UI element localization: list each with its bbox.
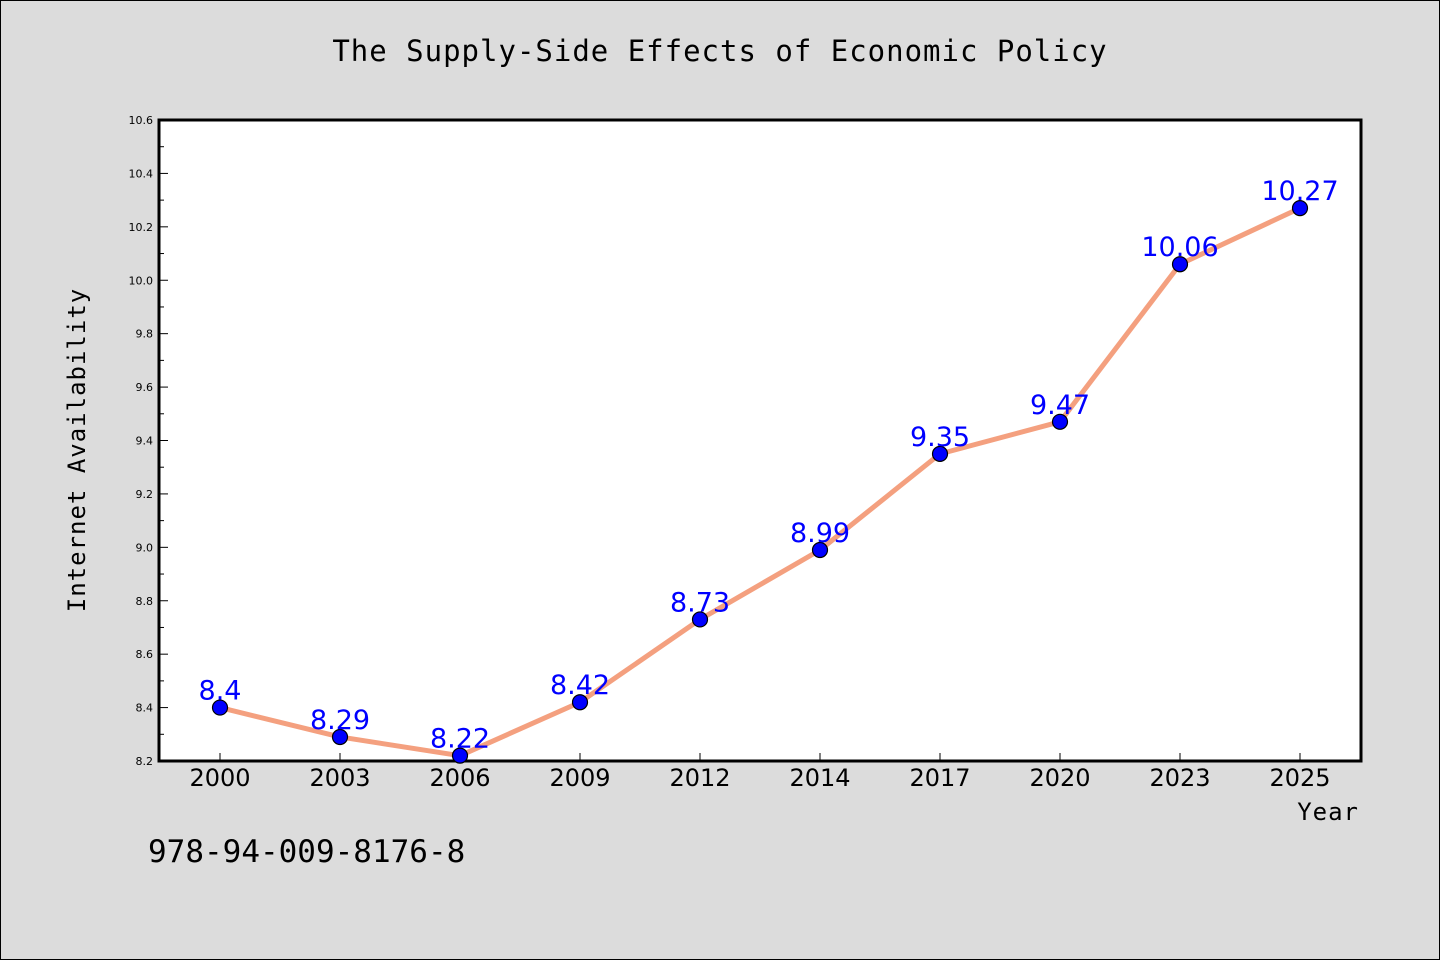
data-point [451, 747, 469, 764]
data-label: 8.73 [670, 587, 730, 618]
y-tick-label: 8.2 [136, 755, 154, 768]
y-tick-label: 10.4 [129, 167, 154, 180]
x-tick-label: 2014 [789, 764, 850, 792]
y-axis-label: Internet Availability [63, 288, 91, 612]
y-tick-label: 8.8 [136, 595, 154, 608]
data-label: 8.99 [790, 518, 850, 549]
data-point [1291, 200, 1309, 217]
data-point [691, 611, 709, 628]
x-tick-label: 2009 [549, 764, 610, 792]
data-label: 9.47 [1030, 390, 1090, 421]
x-tick-label: 2023 [1149, 764, 1210, 792]
data-label: 10.06 [1141, 232, 1218, 263]
data-label: 8.29 [310, 705, 370, 736]
data-label: 8.22 [430, 724, 490, 755]
x-tick-label: 2020 [1029, 764, 1090, 792]
y-tick-label: 10.2 [129, 221, 154, 234]
series-group [211, 200, 1309, 764]
data-point [1051, 413, 1069, 430]
y-tick-label: 9.6 [136, 381, 154, 394]
data-label: 8.42 [550, 670, 610, 701]
data-point [571, 694, 589, 711]
data-point [211, 699, 229, 716]
chart-title: The Supply-Side Effects of Economic Poli… [332, 34, 1108, 68]
x-tick-label: 2000 [189, 764, 250, 792]
series-line [217, 205, 1303, 759]
y-tick-label: 8.4 [136, 702, 154, 715]
y-tick-label: 9.0 [136, 541, 154, 554]
x-tick-label: 2003 [309, 764, 370, 792]
plot-area [157, 118, 1363, 763]
data-point [1171, 256, 1189, 273]
data-labels-group: 8.4 8.29 8.22 8.42 8.73 8.99 9.35 9.47 10.06 10.2… [199, 176, 1339, 755]
y-tick-label: 10.0 [129, 274, 154, 287]
y-tick-label: 9.8 [136, 328, 154, 341]
data-label: 9.35 [910, 422, 970, 453]
y-tick-label: 9.2 [136, 488, 154, 501]
data-label: 8.4 [199, 676, 242, 707]
x-axis-ticks: 2000 2003 2006 2009 2012 2014 2017 2020 2023 2025 [189, 753, 1331, 792]
x-tick-label: 2006 [429, 764, 490, 792]
y-tick-label: 9.4 [136, 435, 154, 448]
x-axis-label: Year [1297, 798, 1359, 826]
data-point [811, 541, 829, 559]
x-tick-label: 2012 [669, 764, 730, 792]
x-tick-label: 2025 [1269, 764, 1330, 792]
x-tick-label: 2017 [909, 764, 970, 792]
y-axis-ticks: 8.2 8.4 8.6 8.8 9.0 9.2 9.4 9.6 9.8 10.0 10.2 10.4 1… [129, 114, 168, 768]
y-tick-label: 10.6 [129, 114, 154, 127]
y-tick-label: 8.6 [136, 648, 154, 661]
data-label: 10.27 [1261, 176, 1338, 207]
data-point [331, 728, 349, 746]
isbn-text: 978-94-009-8176-8 [148, 834, 466, 870]
data-point [931, 445, 949, 462]
